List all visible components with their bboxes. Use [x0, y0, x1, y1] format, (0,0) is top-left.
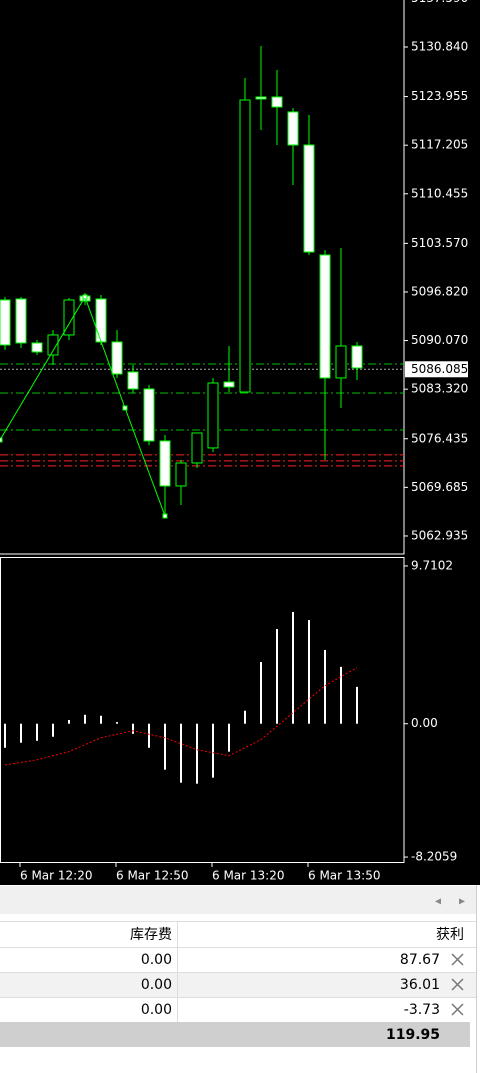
indicator-plot [4, 611, 358, 784]
zigzag-line [0, 295, 166, 517]
x-tick-label: 6 Mar 12:20 [20, 869, 93, 883]
histogram-bar [116, 722, 118, 724]
y-tick-label: 5117.205 [411, 138, 468, 152]
y-tick-label: 9.7102 [411, 558, 453, 572]
candle-body [303, 144, 315, 253]
close-button[interactable] [451, 953, 464, 966]
candle-body [15, 298, 27, 344]
table-row [0, 997, 476, 1022]
table-row [0, 947, 476, 972]
histogram-bar [324, 649, 326, 724]
candle-body [175, 462, 187, 487]
candle-body [127, 371, 139, 390]
cell: 0.00 [141, 952, 172, 968]
histogram-bar [292, 611, 294, 724]
y-tick-label: 5123.955 [411, 89, 468, 103]
histogram-bar [196, 723, 198, 784]
zigzag-point [0, 437, 3, 443]
candle-body [319, 254, 331, 379]
candle-body [143, 388, 155, 442]
y-tick-label: 5130.840 [411, 40, 468, 54]
histogram-bar [20, 723, 22, 743]
histogram-bar [52, 723, 54, 737]
histogram-bar [212, 723, 214, 778]
candle-body [207, 382, 219, 449]
x-tick-label: 6 Mar 13:20 [212, 869, 285, 883]
histogram-bar [308, 620, 310, 724]
candle-body [255, 96, 267, 100]
histogram-bar [132, 723, 134, 734]
candle-body [271, 96, 283, 108]
y-tick-label: 5110.455 [411, 186, 468, 200]
candle-body [47, 334, 59, 356]
price-plot [0, 45, 404, 519]
total-row [0, 1022, 470, 1047]
histogram-bar [148, 723, 150, 748]
column-header: 获利 [436, 927, 464, 943]
candle-body [287, 111, 299, 146]
scroll-bar [0, 886, 476, 914]
price-frame [0, 0, 405, 555]
zigzag-point [162, 513, 168, 519]
candle-body [0, 299, 11, 346]
candle-body [351, 345, 363, 369]
y-tick-label: 5103.570 [411, 236, 468, 250]
close-button[interactable] [451, 978, 464, 991]
candle-body [159, 440, 171, 487]
indicator-frame [0, 557, 405, 863]
candle-body [111, 341, 123, 375]
histogram-bar [100, 715, 102, 724]
histogram-bar [340, 666, 342, 724]
y-tick-label: 5137.590 [411, 0, 468, 5]
y-tick-label: 5083.320 [411, 382, 468, 396]
cell: 36.01 [400, 977, 440, 993]
histogram-bar [244, 710, 246, 724]
candle-body [95, 298, 107, 343]
x-tick-label: 6 Mar 12:50 [116, 869, 189, 883]
x-tick-label: 6 Mar 13:50 [308, 869, 381, 883]
total: 119.95 [386, 1027, 440, 1043]
axes: 5137.590 5130.840 5123.955 5117.205 5110.455… [19, 0, 468, 883]
candle-body [239, 99, 251, 393]
table: 库存费 获利 0.00 87.67 0.00 36.01 0.00 -3.73 119.95 [0, 921, 476, 1047]
bid-label-box [405, 361, 468, 378]
histogram-bar [180, 723, 182, 783]
candle-body [31, 342, 43, 353]
candle-body [335, 345, 347, 379]
histogram-bar [36, 723, 38, 741]
histogram-bar [164, 723, 166, 770]
scroll-left[interactable]: ◂ [435, 894, 441, 908]
cell: 87.67 [400, 952, 440, 968]
y-tick-label: -8.2059 [411, 850, 457, 864]
histogram-bar [276, 629, 278, 724]
histogram-bar [68, 719, 70, 724]
cell: -3.73 [404, 1002, 440, 1018]
close-button[interactable] [451, 1003, 464, 1016]
y-tick-label: 0.00 [411, 716, 438, 730]
bid-label: 5086.085 [411, 362, 468, 376]
y-tick-label: 5096.820 [411, 284, 468, 298]
candle-body [191, 432, 203, 464]
y-tick-label: 5090.070 [411, 333, 468, 347]
histogram-bar [4, 723, 6, 748]
y-tick-label: 5076.435 [411, 431, 468, 445]
signal-line [4, 667, 358, 766]
histogram-bar [356, 686, 358, 724]
y-tick-label: 5069.685 [411, 480, 468, 494]
table-row [0, 972, 476, 997]
histogram-bar [228, 723, 230, 752]
histogram-bar [260, 661, 262, 724]
candle-body [223, 381, 235, 388]
scroll-right[interactable]: ▸ [459, 894, 465, 908]
zigzag-point [82, 294, 88, 300]
cell: 0.00 [141, 977, 172, 993]
cell: 0.00 [141, 1002, 172, 1018]
histogram-bar [84, 714, 86, 724]
y-tick-label: 5062.935 [411, 528, 468, 542]
column-header: 库存费 [130, 927, 172, 943]
zigzag-point [122, 405, 128, 411]
candle-body [63, 299, 75, 336]
